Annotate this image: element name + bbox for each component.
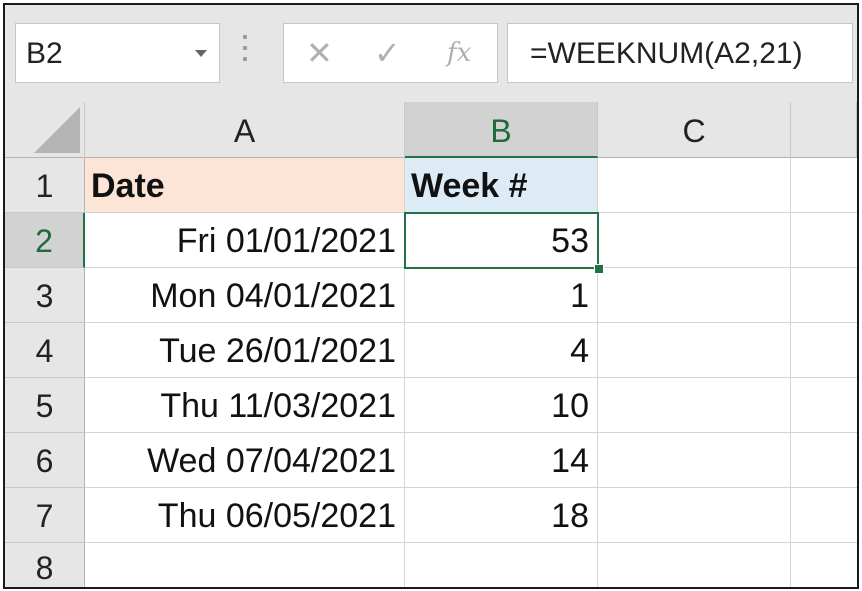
column-header-c[interactable]: C: [598, 102, 791, 158]
cell-c1[interactable]: [598, 158, 791, 213]
formula-input[interactable]: =WEEKNUM(A2,21): [507, 23, 853, 83]
cell-d1[interactable]: [791, 158, 857, 213]
cell-d7[interactable]: [791, 488, 857, 543]
insert-function-icon[interactable]: fx: [447, 38, 472, 68]
excel-window: B2 ✕ ✓ fx =WEEKNUM(A2,21) A B C 1 Date W…: [3, 3, 859, 589]
formula-text: =WEEKNUM(A2,21): [530, 37, 803, 70]
cell-b3[interactable]: 1: [405, 268, 598, 323]
row-header-7[interactable]: 7: [5, 488, 85, 543]
chevron-down-icon[interactable]: [195, 50, 207, 57]
column-header-a[interactable]: A: [85, 102, 405, 158]
cell-b6[interactable]: 14: [405, 433, 598, 488]
cell-b8[interactable]: [405, 543, 598, 587]
cell-c4[interactable]: [598, 323, 791, 378]
cell-b2[interactable]: 53: [405, 213, 598, 268]
cell-a1[interactable]: Date: [85, 158, 405, 213]
cell-a5[interactable]: Thu 11/03/2021: [85, 378, 405, 433]
cell-d2[interactable]: [791, 213, 857, 268]
cell-a4[interactable]: Tue 26/01/2021: [85, 323, 405, 378]
cell-c3[interactable]: [598, 268, 791, 323]
row-header-5[interactable]: 5: [5, 378, 85, 433]
column-header-b[interactable]: B: [405, 102, 598, 158]
worksheet-grid: A B C 1 Date Week # 2 Fri 01/01/2021 53 …: [5, 102, 857, 587]
row-header-3[interactable]: 3: [5, 268, 85, 323]
cell-a8[interactable]: [85, 543, 405, 587]
row-header-1[interactable]: 1: [5, 158, 85, 213]
enter-icon[interactable]: ✓: [374, 35, 401, 71]
row-header-2[interactable]: 2: [5, 213, 85, 268]
formula-bar: B2 ✕ ✓ fx =WEEKNUM(A2,21): [5, 5, 857, 102]
cell-a6[interactable]: Wed 07/04/2021: [85, 433, 405, 488]
row-header-4[interactable]: 4: [5, 323, 85, 378]
cell-b5[interactable]: 10: [405, 378, 598, 433]
cell-d8[interactable]: [791, 543, 857, 587]
column-header-partial[interactable]: [791, 102, 857, 158]
cell-c6[interactable]: [598, 433, 791, 488]
row-header-8[interactable]: 8: [5, 543, 85, 587]
row-header-6[interactable]: 6: [5, 433, 85, 488]
select-all-button[interactable]: [5, 102, 85, 158]
fill-handle[interactable]: [594, 264, 604, 274]
grip-icon[interactable]: [243, 35, 247, 67]
cell-b4[interactable]: 4: [405, 323, 598, 378]
cell-a3[interactable]: Mon 04/01/2021: [85, 268, 405, 323]
cell-b7[interactable]: 18: [405, 488, 598, 543]
formula-actions: ✕ ✓ fx: [283, 23, 498, 83]
cell-a7[interactable]: Thu 06/05/2021: [85, 488, 405, 543]
cell-c8[interactable]: [598, 543, 791, 587]
cell-c5[interactable]: [598, 378, 791, 433]
cell-b1[interactable]: Week #: [405, 158, 598, 213]
cell-a2[interactable]: Fri 01/01/2021: [85, 213, 405, 268]
select-all-icon: [34, 107, 80, 153]
name-box-value: B2: [26, 37, 63, 70]
cell-d5[interactable]: [791, 378, 857, 433]
cell-c7[interactable]: [598, 488, 791, 543]
cancel-icon[interactable]: ✕: [306, 35, 333, 71]
cell-d4[interactable]: [791, 323, 857, 378]
cell-d3[interactable]: [791, 268, 857, 323]
name-box[interactable]: B2: [15, 23, 220, 83]
cell-d6[interactable]: [791, 433, 857, 488]
cell-c2[interactable]: [598, 213, 791, 268]
